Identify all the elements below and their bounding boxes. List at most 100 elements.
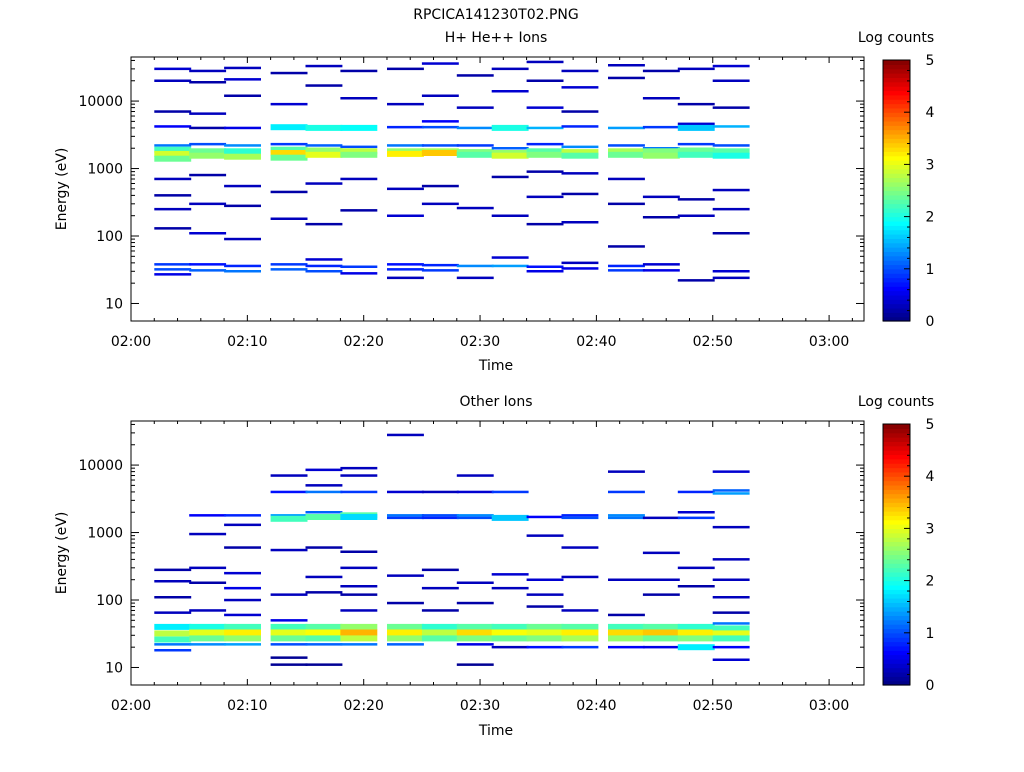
- heatmap-cell: [608, 126, 645, 130]
- colorbar-segment: [883, 511, 910, 516]
- colorbar-segment: [883, 515, 910, 521]
- heatmap-cell: [270, 663, 308, 666]
- heatmap-cell: [677, 566, 715, 570]
- heatmap-cell: [712, 148, 750, 155]
- colorbar-segment: [883, 194, 910, 200]
- colorbar-segment: [883, 177, 910, 183]
- heatmap-cell: [387, 629, 424, 636]
- heatmap-cell: [456, 144, 494, 147]
- colorbar-segment: [883, 229, 910, 235]
- heatmap-cell: [189, 609, 227, 612]
- heatmap-cell: [387, 623, 424, 630]
- colorbar-segment: [883, 580, 910, 586]
- heatmap-cell: [421, 202, 459, 206]
- heatmap-cell: [608, 264, 645, 268]
- x-axis-label-bottom: Time: [478, 723, 513, 739]
- colorbar-segment: [883, 541, 910, 547]
- heatmap-cell: [387, 514, 424, 517]
- colorbar-segment: [883, 251, 910, 257]
- colorbar-segment: [883, 268, 910, 274]
- heatmap-cell: [526, 195, 564, 199]
- heatmap-cell: [305, 490, 343, 494]
- heatmap-cell: [270, 217, 308, 220]
- heatmap-cell: [154, 177, 192, 181]
- colorbar-segment: [883, 611, 910, 616]
- heatmap-cell: [421, 623, 459, 630]
- colorbar-segment: [883, 545, 910, 551]
- heatmap-cell: [491, 573, 529, 576]
- heatmap-cell: [305, 663, 343, 666]
- heatmap-cell: [421, 263, 459, 267]
- colorbar-segment: [883, 471, 910, 477]
- heatmap-cell: [608, 177, 645, 181]
- heatmap-cell: [305, 258, 343, 261]
- colorbar-segment: [883, 116, 910, 122]
- heatmap-cell: [154, 568, 192, 572]
- heatmap-cell: [270, 593, 308, 596]
- colorbar-segment: [883, 273, 910, 279]
- colorbar-segment: [883, 489, 910, 495]
- colorbar-segment: [883, 73, 910, 78]
- heatmap-cell: [561, 172, 599, 175]
- heatmap-cell: [677, 142, 715, 146]
- heatmap-cell: [526, 645, 564, 649]
- colorbar-segment: [883, 550, 910, 556]
- heatmap-cell: [305, 575, 343, 579]
- heatmap-cell: [491, 586, 529, 590]
- heatmap-cell: [189, 173, 227, 177]
- colorbar-segment: [883, 493, 910, 499]
- heatmap-cell: [189, 532, 227, 536]
- heatmap-cell: [154, 649, 192, 652]
- colorbar-segment: [883, 120, 910, 126]
- heatmap-cell: [712, 152, 750, 159]
- heatmap-cell: [189, 514, 227, 517]
- heatmap-cell: [154, 144, 192, 147]
- panel-title-bottom: Other Ions: [459, 394, 532, 410]
- heatmap-cell: [456, 629, 494, 636]
- heatmap-cell: [608, 516, 645, 520]
- colorbar-tick-label: 3: [926, 157, 935, 173]
- colorbar-segment: [883, 524, 910, 529]
- heatmap-cell: [421, 269, 459, 272]
- colorbar-segment: [883, 307, 910, 313]
- heatmap-cell: [526, 142, 564, 146]
- heatmap-cell: [491, 490, 529, 494]
- heatmap-cell: [642, 147, 680, 150]
- heatmap-cell: [526, 270, 564, 273]
- colorbar-segment: [883, 458, 910, 464]
- heatmap-cell: [189, 581, 227, 584]
- colorbar-segment: [883, 90, 910, 96]
- colorbar-segment: [883, 571, 910, 577]
- heatmap-cell: [270, 629, 308, 636]
- heatmap-cell: [456, 264, 494, 268]
- heatmap-cell: [642, 645, 680, 649]
- heatmap-cell: [712, 188, 750, 192]
- colorbar-segment: [883, 103, 910, 109]
- heatmap-cell: [712, 558, 750, 561]
- heatmap-cell: [491, 264, 529, 268]
- heatmap-cell: [189, 635, 227, 642]
- colorbar-segment: [883, 650, 910, 656]
- heatmap-cell: [456, 514, 494, 517]
- colorbar-segment: [883, 60, 910, 65]
- heatmap-cell: [189, 126, 227, 130]
- heatmap-cell: [712, 625, 750, 632]
- heatmap-cell: [561, 609, 599, 612]
- axes-bottom: 02:00 02:10 02:20 02:30 02:40 02:50 03:00 10 100…: [78, 421, 864, 714]
- heatmap-cell: [224, 613, 261, 617]
- heatmap-cell: [224, 184, 261, 188]
- heatmap-cell: [561, 516, 599, 520]
- heatmap-cell: [526, 578, 564, 581]
- heatmap-cell: [387, 601, 424, 605]
- colorbar-segment: [883, 528, 910, 534]
- x-tick-label: 03:00: [809, 698, 849, 714]
- heatmap-cell: [387, 643, 424, 646]
- colorbar-tick-label: 5: [926, 417, 935, 433]
- heatmap-cell: [154, 268, 192, 271]
- heatmap-cell: [456, 74, 494, 77]
- heatmap-cell: [642, 195, 680, 199]
- heatmap-cell: [642, 97, 680, 100]
- heatmap-cell: [305, 629, 343, 636]
- colorbar-segment: [883, 602, 910, 608]
- colorbar-segment: [883, 432, 910, 438]
